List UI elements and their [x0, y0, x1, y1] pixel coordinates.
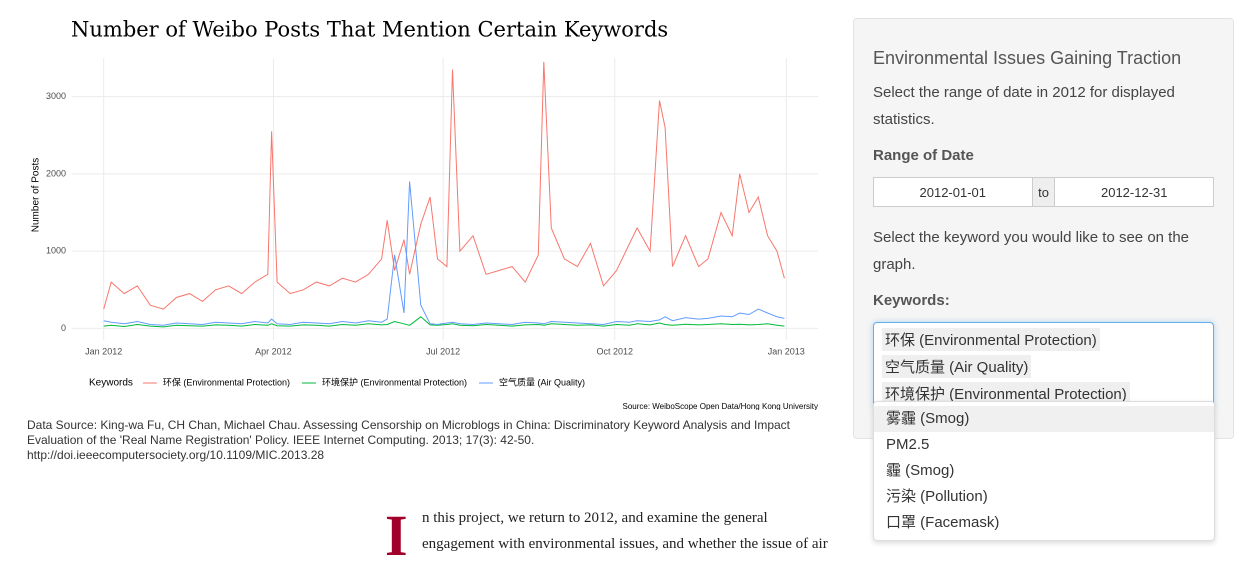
source-note: Source: WeiboScope Open Data/Hong Kong U… [622, 402, 818, 410]
dropdown-option[interactable]: PM2.5 [886, 436, 930, 453]
article-line: n this project, we return to 2012, and e… [422, 510, 768, 526]
chart: Number of Weibo Posts That Mention Certa… [31, 18, 818, 410]
sidebar-panel: Environmental Issues Gaining Traction Se… [853, 18, 1234, 439]
y-tick-label: 3000 [46, 91, 66, 101]
help-text: Select the range of date in 2012 for dis… [873, 84, 1175, 128]
series-line [103, 61, 785, 310]
y-tick-label: 0 [61, 323, 66, 333]
panel-title: Environmental Issues Gaining Traction [873, 48, 1182, 68]
selected-keyword[interactable]: 空气质量 (Air Quality) [882, 355, 1032, 378]
dropdown: 雾霾 (Smog) PM2.5 霾 (Smog) 污染 (Pollution) 口罩 (… [873, 401, 1215, 541]
drop-cap: I [385, 503, 408, 568]
x-tick-label: Apr 2012 [255, 346, 292, 356]
source-line: Data Source: King-wa Fu, CH Chan, Michae… [27, 418, 791, 432]
y-tick-label: 2000 [46, 168, 66, 178]
field-label: Keywords: [873, 292, 950, 309]
keyword-select[interactable]: 环保 (Environmental Protection) 空气质量 (Air Q… [873, 322, 1214, 407]
help-text: Select the keyword you would like to see… [873, 229, 1190, 273]
source-line: Evaluation of the 'Real Name Registratio… [27, 433, 535, 447]
date-end-input[interactable]: 2012-12-31 [1054, 177, 1214, 207]
selected-keyword[interactable]: 环保 (Environmental Protection) [882, 328, 1100, 351]
dropdown-option[interactable]: 口罩 (Facemask) [886, 514, 1000, 531]
legend-label: 环境保护 (Environmental Protection) [322, 376, 467, 387]
x-tick-label: Oct 2012 [596, 346, 633, 356]
series-line [103, 181, 785, 326]
legend-title: Keywords [89, 378, 133, 389]
x-tick-label: Jan 2012 [85, 346, 122, 356]
source-line: http://doi.ieeecomputersociety.org/10.11… [27, 448, 325, 462]
chart-title: Number of Weibo Posts That Mention Certa… [71, 18, 668, 42]
data-source: Data Source: King-wa Fu, CH Chan, Michae… [27, 418, 790, 463]
dropdown-option[interactable]: 霾 (Smog) [886, 462, 955, 479]
series-line [103, 316, 785, 328]
field-label: Range of Date [873, 147, 974, 164]
date-separator: to [1032, 177, 1055, 207]
page: Number of Weibo Posts That Mention Certa… [27, 17, 1234, 565]
x-tick-label: Jul 2012 [426, 346, 460, 356]
y-axis-label: Number of Posts [31, 158, 42, 232]
dropdown-option[interactable]: 雾霾 (Smog) [874, 406, 1214, 432]
dropdown-option[interactable]: 污染 (Pollution) [886, 488, 988, 505]
legend-label: 空气质量 (Air Quality) [499, 376, 585, 387]
article-line: engagement with environmental issues, an… [422, 536, 828, 552]
date-range: 2012-01-01 to 2012-12-31 [873, 177, 1214, 207]
selected-keyword[interactable]: 环境保护 (Environmental Protection) [882, 382, 1130, 405]
date-start-input[interactable]: 2012-01-01 [873, 177, 1033, 207]
y-tick-label: 1000 [46, 246, 66, 256]
legend-label: 环保 (Environmental Protection) [163, 376, 290, 387]
x-tick-label: Jan 2013 [768, 346, 805, 356]
